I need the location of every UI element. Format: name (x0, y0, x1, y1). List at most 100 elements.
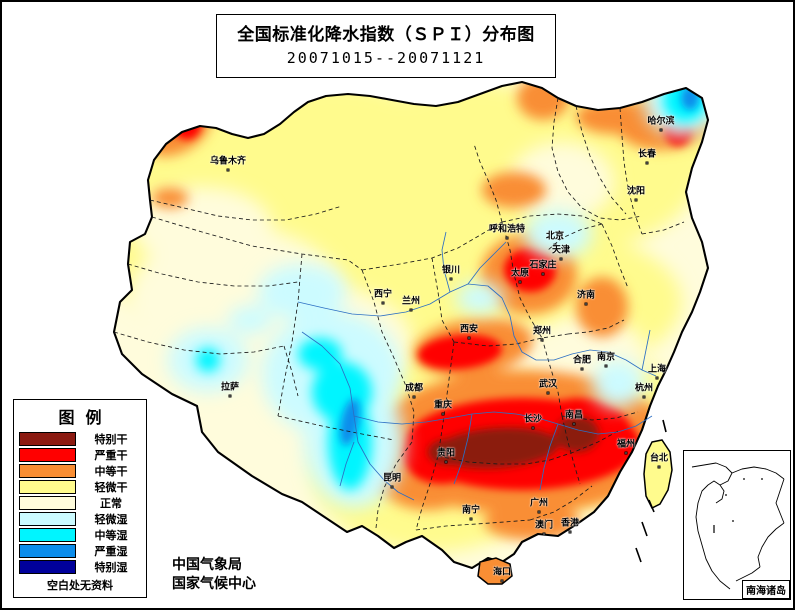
province-borders (113, 97, 685, 531)
legend-item-label: 特别湿 (94, 560, 128, 574)
legend-item-label: 中等湿 (94, 528, 128, 542)
city-label: 太原 (510, 268, 530, 279)
legend-swatch (19, 512, 76, 526)
city-marker-dot (390, 485, 394, 489)
city-marker-dot (518, 280, 522, 284)
city-label: 澳门 (534, 520, 554, 531)
inset-label: 南海诸岛 (742, 580, 790, 599)
city-label: 贵阳 (436, 448, 456, 459)
inset-map-graphic (691, 462, 785, 590)
city-marker-dot (505, 236, 509, 240)
legend-item: 特别干 (14, 431, 146, 447)
city-label: 香港 (560, 518, 580, 529)
hainan-island (477, 557, 513, 585)
legend-item-label: 特别干 (94, 432, 128, 446)
city-marker-dot (542, 532, 546, 536)
city-label: 沈阳 (626, 186, 646, 197)
legend-item: 中等湿 (14, 527, 146, 543)
city-label: 拉萨 (220, 382, 240, 393)
page-title: 全国标准化降水指数（ＳＰＩ）分布图 (237, 24, 535, 45)
city-marker-dot (228, 394, 232, 398)
city-label: 兰州 (401, 296, 421, 307)
city-marker-dot (546, 391, 550, 395)
taiwan-island (643, 439, 673, 510)
city-label: 济南 (576, 290, 596, 301)
legend-item: 轻微干 (14, 479, 146, 495)
city-marker-dot (444, 460, 448, 464)
legend-swatch (19, 544, 76, 558)
legend-item-label: 轻微湿 (94, 512, 128, 526)
city-label: 呼和浩特 (488, 224, 526, 235)
legend-item: 严重湿 (14, 543, 146, 559)
city-marker-dot (568, 530, 572, 534)
city-marker-dot (655, 376, 659, 380)
city-marker-dot (500, 579, 504, 583)
city-marker-dot (657, 465, 661, 469)
agency-line-2: 国家气候中心 (172, 575, 256, 592)
city-label: 南京 (596, 352, 616, 363)
city-label: 乌鲁木齐 (209, 156, 247, 167)
title-period: 20071015--20071121 (286, 49, 486, 68)
city-marker-dot (580, 367, 584, 371)
city-marker-dot (537, 510, 541, 514)
legend-rows: 特别干 严重干 中等干轻微干 正常 轻微湿中等湿 严重湿 特别湿 (14, 431, 146, 575)
legend-item: 中等干 (14, 463, 146, 479)
national-border (112, 80, 710, 570)
city-marker-dot (531, 426, 535, 430)
city-label: 成都 (404, 383, 424, 394)
legend-swatch (19, 480, 76, 494)
legend-item: 正常 (14, 495, 146, 511)
city-label: 郑州 (532, 326, 552, 337)
spi-color-field (114, 82, 708, 568)
legend-item: 特别湿 (14, 559, 146, 575)
city-label: 合肥 (572, 355, 592, 366)
city-label: 福州 (616, 439, 636, 450)
city-label: 长春 (637, 149, 657, 160)
city-label: 武汉 (538, 379, 558, 390)
city-marker-dot (604, 364, 608, 368)
city-label: 杭州 (634, 383, 654, 394)
legend-swatch (19, 560, 76, 574)
city-marker-dot (412, 395, 416, 399)
city-marker-dot (441, 412, 445, 416)
legend-item-label: 中等干 (94, 464, 128, 478)
agency-line-1: 中国气象局 (172, 557, 242, 573)
city-marker-dot (642, 395, 646, 399)
city-label: 长沙 (523, 414, 543, 425)
city-label: 哈尔滨 (647, 116, 675, 127)
city-marker-dot (449, 277, 453, 281)
city-marker-dot (659, 128, 663, 132)
city-marker-dot (469, 517, 473, 521)
city-label: 石家庄 (529, 260, 557, 271)
city-marker-dot (572, 422, 576, 426)
city-label: 上海 (647, 364, 667, 375)
city-marker-dot (540, 338, 544, 342)
sea-boundary-ticks (635, 419, 667, 563)
city-marker-dot (553, 243, 557, 247)
city-label: 天津 (551, 245, 571, 256)
city-label: 台北 (649, 453, 669, 464)
legend-swatch (19, 496, 76, 510)
rivers (297, 231, 657, 501)
city-marker-dot (467, 336, 471, 340)
city-marker-dot (624, 451, 628, 455)
city-marker-dot (409, 308, 413, 312)
city-marker-dot (645, 161, 649, 165)
city-label: 南宁 (461, 505, 481, 516)
legend-swatch (19, 448, 76, 462)
legend-swatch (19, 528, 76, 542)
legend-item: 严重干 (14, 447, 146, 463)
city-marker-dot (381, 301, 385, 305)
city-marker-dot (584, 302, 588, 306)
south-china-sea-inset: 南海诸岛 (683, 450, 791, 600)
city-marker-dot (226, 168, 230, 172)
city-marker-dot (559, 257, 563, 261)
city-label: 昆明 (382, 473, 402, 484)
legend-swatch (19, 464, 76, 478)
city-label: 海口 (492, 567, 512, 578)
legend-heading: 图例 (58, 408, 113, 427)
legend-item-label: 轻微干 (94, 480, 128, 494)
map-title-box: 全国标准化降水指数（ＳＰＩ）分布图 20071015--20071121 (216, 14, 556, 78)
